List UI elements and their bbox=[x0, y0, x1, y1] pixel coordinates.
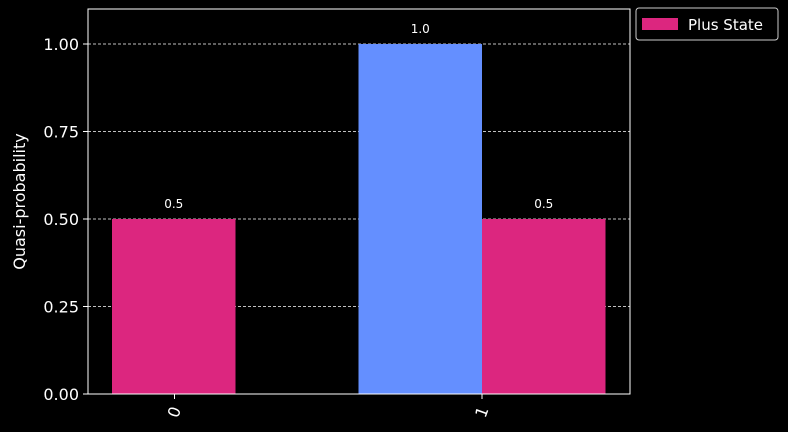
bar-value-label: 1.0 bbox=[411, 22, 430, 36]
bar bbox=[358, 44, 482, 394]
y-tick-label: 1.00 bbox=[43, 35, 79, 54]
bar bbox=[482, 219, 606, 394]
y-axis-ticks: 0.00 0.25 0.50 0.75 1.00 bbox=[43, 35, 88, 404]
plot-area-frame bbox=[87, 8, 631, 395]
x-tick-label: 0 bbox=[164, 404, 185, 420]
y-tick-label: 0.50 bbox=[43, 210, 79, 229]
y-axis-title: Quasi-probability bbox=[10, 133, 29, 269]
bar bbox=[112, 219, 236, 394]
data-labels: 1.0 0.5 0.5 bbox=[164, 22, 553, 211]
y-tick-label: 0.00 bbox=[43, 385, 79, 404]
y-tick-label: 0.75 bbox=[43, 123, 79, 142]
legend-box bbox=[635, 7, 779, 41]
legend-swatch bbox=[642, 18, 678, 30]
bar-value-label: 0.5 bbox=[534, 197, 553, 211]
x-tick-label: 1 bbox=[471, 404, 492, 420]
legend: Plus State bbox=[635, 7, 779, 41]
bar-value-label: 0.5 bbox=[164, 197, 183, 211]
legend-label: Plus State bbox=[688, 16, 763, 34]
bars bbox=[112, 44, 606, 394]
y-tick-label: 0.25 bbox=[43, 298, 79, 317]
